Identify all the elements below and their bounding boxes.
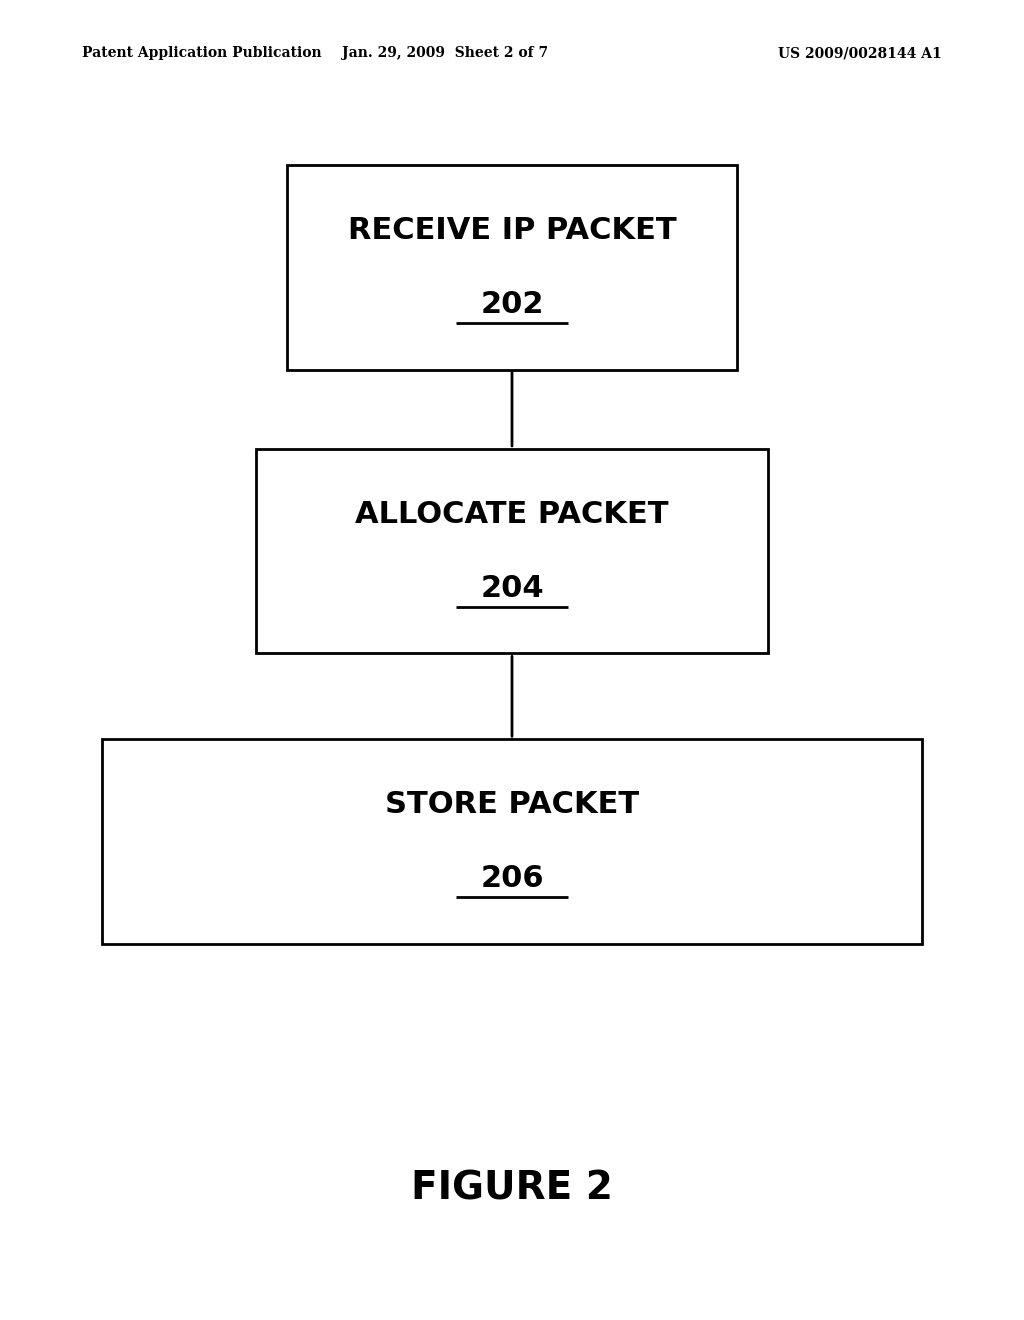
Text: RECEIVE IP PACKET: RECEIVE IP PACKET	[348, 216, 676, 244]
Text: FIGURE 2: FIGURE 2	[411, 1170, 613, 1206]
Text: US 2009/0028144 A1: US 2009/0028144 A1	[778, 46, 942, 61]
Text: 206: 206	[480, 865, 544, 892]
Text: STORE PACKET: STORE PACKET	[385, 791, 639, 818]
FancyBboxPatch shape	[102, 739, 922, 944]
Text: ALLOCATE PACKET: ALLOCATE PACKET	[355, 500, 669, 528]
FancyBboxPatch shape	[256, 449, 768, 653]
Text: 202: 202	[480, 290, 544, 318]
Text: Jan. 29, 2009  Sheet 2 of 7: Jan. 29, 2009 Sheet 2 of 7	[342, 46, 549, 61]
Text: Patent Application Publication: Patent Application Publication	[82, 46, 322, 61]
FancyBboxPatch shape	[287, 165, 737, 370]
Text: 204: 204	[480, 574, 544, 602]
